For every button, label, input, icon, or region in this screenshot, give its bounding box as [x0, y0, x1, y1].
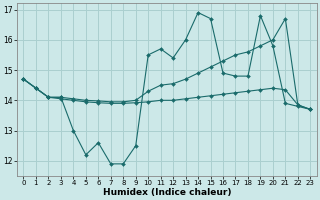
X-axis label: Humidex (Indice chaleur): Humidex (Indice chaleur): [103, 188, 231, 197]
